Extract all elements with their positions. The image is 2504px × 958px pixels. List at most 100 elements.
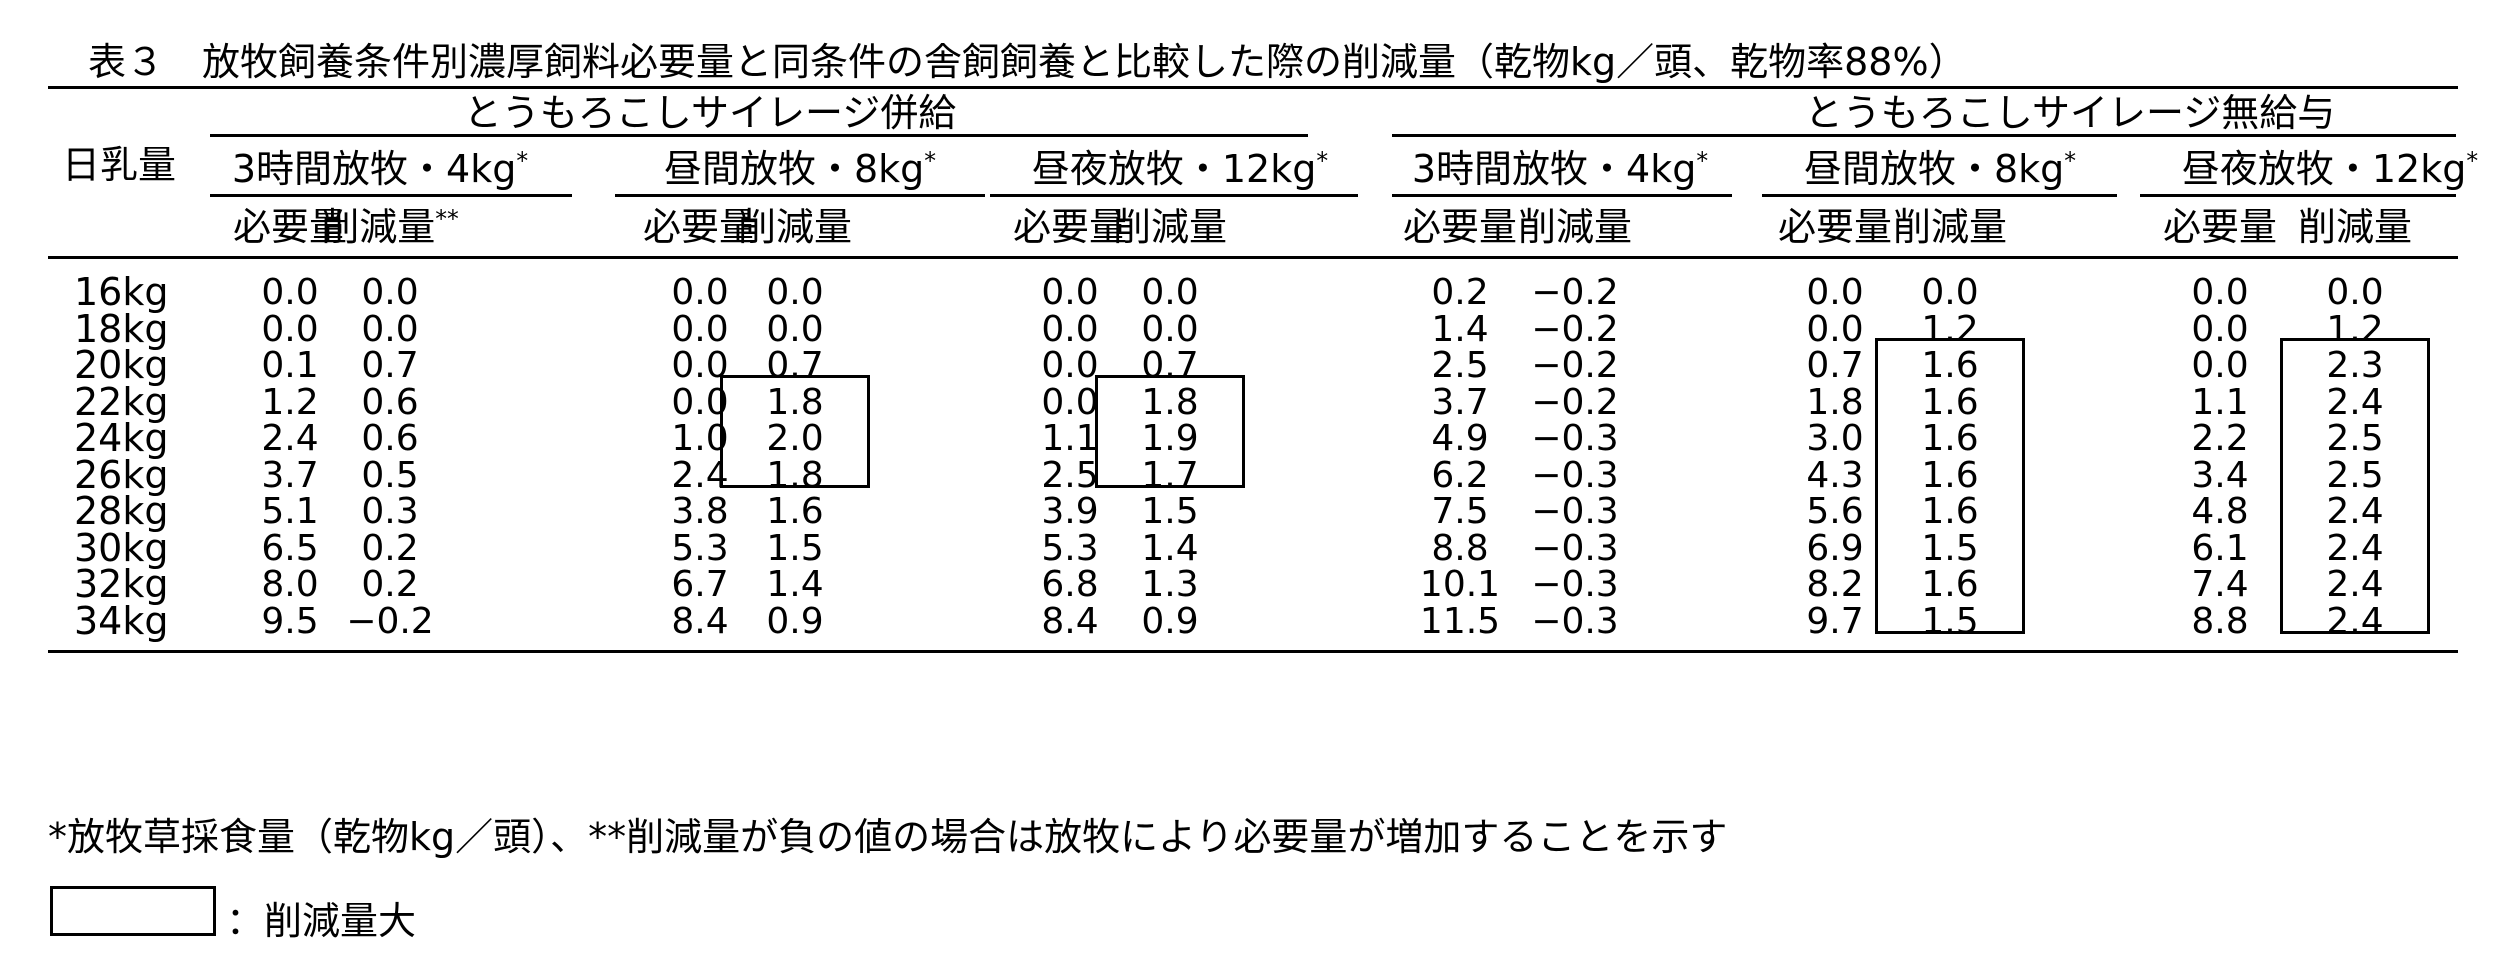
table-cell: 2.5 bbox=[1431, 345, 1489, 386]
table-cell: 7.5 bbox=[1431, 491, 1489, 532]
table-cell: 3.7 bbox=[261, 454, 319, 496]
table-cell: 1.8 bbox=[1141, 381, 1199, 423]
table-cell: 0.0 bbox=[1141, 308, 1199, 350]
table-cell: −0.2 bbox=[346, 600, 434, 642]
subheader-label: 削減量 bbox=[737, 205, 853, 249]
row-label-header: 日乳量 bbox=[62, 143, 177, 187]
subheader-reduction: 削減量 bbox=[1518, 208, 1632, 246]
table-cell: 0.0 bbox=[1041, 381, 1099, 423]
table-cell: 6.1 bbox=[2191, 527, 2249, 569]
condition-header: 3時間放牧・4kg* bbox=[232, 147, 529, 188]
table-cell: 0.0 bbox=[1041, 308, 1099, 350]
subheader-reduction: 削減量 bbox=[1893, 208, 2007, 246]
subheader-label: 削減量 bbox=[1517, 205, 1633, 249]
table-cell: 2.2 bbox=[2191, 418, 2249, 459]
subheader-required: 必要量 bbox=[1778, 208, 1892, 246]
table-cell: 5.1 bbox=[261, 491, 319, 532]
table-cell: 2.4 bbox=[2326, 564, 2384, 605]
subheader-label: 削減量 bbox=[1892, 205, 2008, 249]
condition-label: 昼夜放牧・12kg bbox=[2181, 147, 2467, 191]
header-bottom-rule bbox=[48, 256, 2458, 259]
condition-mark: * bbox=[516, 147, 529, 176]
table-cell: 0.0 bbox=[261, 308, 319, 350]
table-cell: 1.9 bbox=[1141, 418, 1199, 459]
table-cell: 2.5 bbox=[2326, 454, 2384, 496]
footnote: *放牧草採食量（乾物kg／頭）、**削減量が負の値の場合は放牧により必要量が増加… bbox=[48, 815, 1728, 859]
table-cell: 2.0 bbox=[766, 418, 824, 459]
table-cell: 0.6 bbox=[361, 418, 419, 459]
table-cell: 1.5 bbox=[1921, 527, 1979, 569]
table-cell: −0.3 bbox=[1531, 418, 1619, 459]
table-cell: 4.9 bbox=[1431, 418, 1489, 459]
condition-mark: * bbox=[1316, 147, 1329, 176]
condition-header: 昼夜放牧・12kg* bbox=[1032, 147, 1329, 188]
condition-header-rule bbox=[210, 194, 572, 197]
condition-mark: * bbox=[2064, 147, 2077, 176]
table-cell: 1.2 bbox=[261, 381, 319, 423]
table-cell: −0.3 bbox=[1531, 527, 1619, 569]
subheader-label: 削減量 bbox=[321, 205, 436, 249]
table-cell: 0.0 bbox=[2326, 272, 2384, 313]
subheader-required: 必要量 bbox=[643, 208, 757, 246]
condition-header-rule bbox=[615, 194, 985, 197]
table-cell: 0.2 bbox=[361, 564, 419, 605]
table-cell: 2.5 bbox=[2326, 418, 2384, 459]
condition-mark: * bbox=[2466, 147, 2479, 176]
table-cell: 10.1 bbox=[1419, 564, 1501, 605]
table-cell: 1.3 bbox=[1141, 564, 1199, 605]
subheader-label: 必要量 bbox=[232, 205, 348, 249]
table-cell: 1.8 bbox=[766, 381, 824, 423]
table-cell: 0.3 bbox=[361, 491, 419, 532]
table-cell: 2.4 bbox=[2326, 381, 2384, 423]
table-cell: −0.3 bbox=[1531, 454, 1619, 496]
table-cell: 5.6 bbox=[1806, 491, 1864, 532]
group-header: とうもろこしサイレージ無給与 bbox=[1804, 91, 2336, 135]
table-cell: 1.2 bbox=[2326, 308, 2384, 350]
table-cell: 8.4 bbox=[671, 600, 729, 642]
table-cell: 3.7 bbox=[1431, 381, 1489, 423]
table-cell: 2.4 bbox=[2326, 527, 2384, 569]
table-cell: 0.0 bbox=[2191, 345, 2249, 386]
table-cell: 0.2 bbox=[1431, 272, 1489, 313]
subheader-reduction: 削減量** bbox=[321, 205, 459, 249]
table-cell: 0.2 bbox=[361, 527, 419, 569]
highlight-box bbox=[2280, 338, 2430, 634]
subheader-label: 必要量 bbox=[1012, 205, 1128, 249]
table-cell: 7.4 bbox=[2191, 564, 2249, 605]
table-cell: 4.3 bbox=[1806, 454, 1864, 496]
table-cell: 6.8 bbox=[1041, 564, 1099, 605]
subheader-label: 必要量 bbox=[1402, 205, 1518, 249]
condition-header: 3時間放牧・4kg* bbox=[1412, 147, 1709, 188]
condition-header-rule bbox=[1392, 194, 1732, 197]
table-cell: 0.7 bbox=[361, 345, 419, 386]
caption-underline bbox=[48, 86, 2458, 89]
table-cell: 11.5 bbox=[1419, 600, 1501, 642]
condition-header: 昼間放牧・8kg* bbox=[664, 147, 937, 188]
condition-mark: * bbox=[1696, 147, 1709, 176]
subheader-label: 必要量 bbox=[642, 205, 758, 249]
condition-header: 昼夜放牧・12kg* bbox=[2181, 147, 2479, 191]
row-label: 30kg bbox=[74, 525, 169, 570]
table-cell: −0.2 bbox=[1531, 308, 1619, 350]
table-cell: 9.7 bbox=[1806, 600, 1864, 642]
table-cell: 0.0 bbox=[1806, 308, 1864, 350]
table-cell: 0.5 bbox=[361, 454, 419, 496]
subheader-label: 削減量 bbox=[2297, 205, 2413, 249]
table-cell: 0.0 bbox=[1041, 345, 1099, 386]
table-cell: 3.9 bbox=[1041, 491, 1099, 532]
table-cell: 2.4 bbox=[671, 454, 729, 496]
table-cell: 5.3 bbox=[1041, 527, 1099, 569]
reduction-mark: ** bbox=[435, 205, 459, 234]
table-cell: −0.2 bbox=[1531, 381, 1619, 423]
subheader-reduction: 削減量 bbox=[738, 208, 852, 246]
condition-mark: * bbox=[924, 147, 937, 176]
condition-header-rule bbox=[1762, 194, 2117, 197]
table-cell: 8.8 bbox=[1431, 527, 1489, 569]
table-cell: 0.0 bbox=[671, 345, 729, 386]
table-cell: 0.0 bbox=[1806, 272, 1864, 313]
table-cell: 8.8 bbox=[2191, 600, 2249, 642]
subheader-required: 必要量 bbox=[2163, 208, 2277, 246]
table-cell: 0.0 bbox=[766, 272, 824, 313]
table-cell: 1.1 bbox=[1041, 418, 1099, 459]
table-bottom-rule bbox=[48, 650, 2458, 653]
